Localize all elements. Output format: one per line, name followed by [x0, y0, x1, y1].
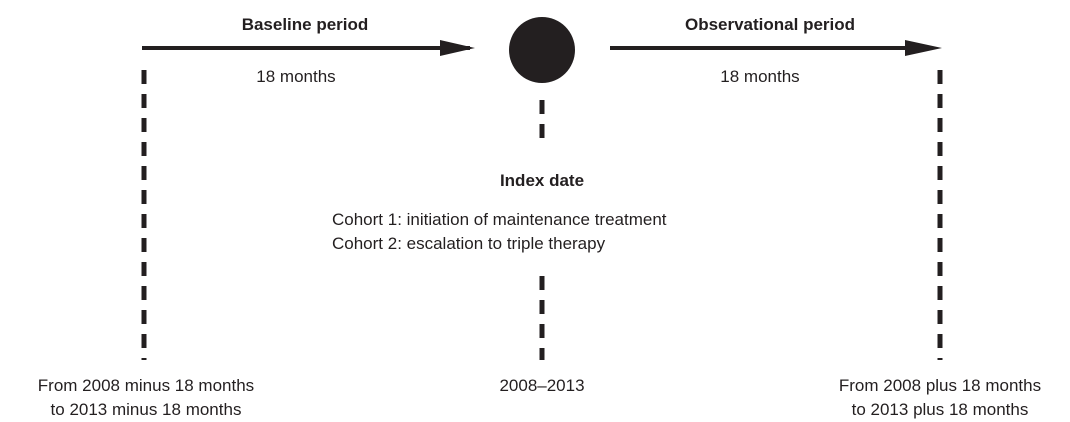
range: to 2013 plus 18 months — [852, 400, 1029, 419]
title: Observational period — [685, 15, 855, 34]
arrow-head — [905, 40, 942, 56]
duration: 18 months — [256, 67, 335, 86]
range: to 2013 minus 18 months — [51, 400, 242, 419]
cohort: Cohort 2: escalation to triple therapy — [332, 234, 606, 253]
range: From 2008 plus 18 months — [839, 376, 1041, 395]
cohort: Cohort 1: initiation of maintenance trea… — [332, 210, 667, 229]
title: Index date — [500, 171, 584, 190]
index-dot — [509, 17, 575, 83]
range: 2008–2013 — [499, 376, 584, 395]
title: Baseline period — [242, 15, 369, 34]
duration: 18 months — [720, 67, 799, 86]
range: From 2008 minus 18 months — [38, 376, 254, 395]
arrow-head — [440, 40, 475, 56]
